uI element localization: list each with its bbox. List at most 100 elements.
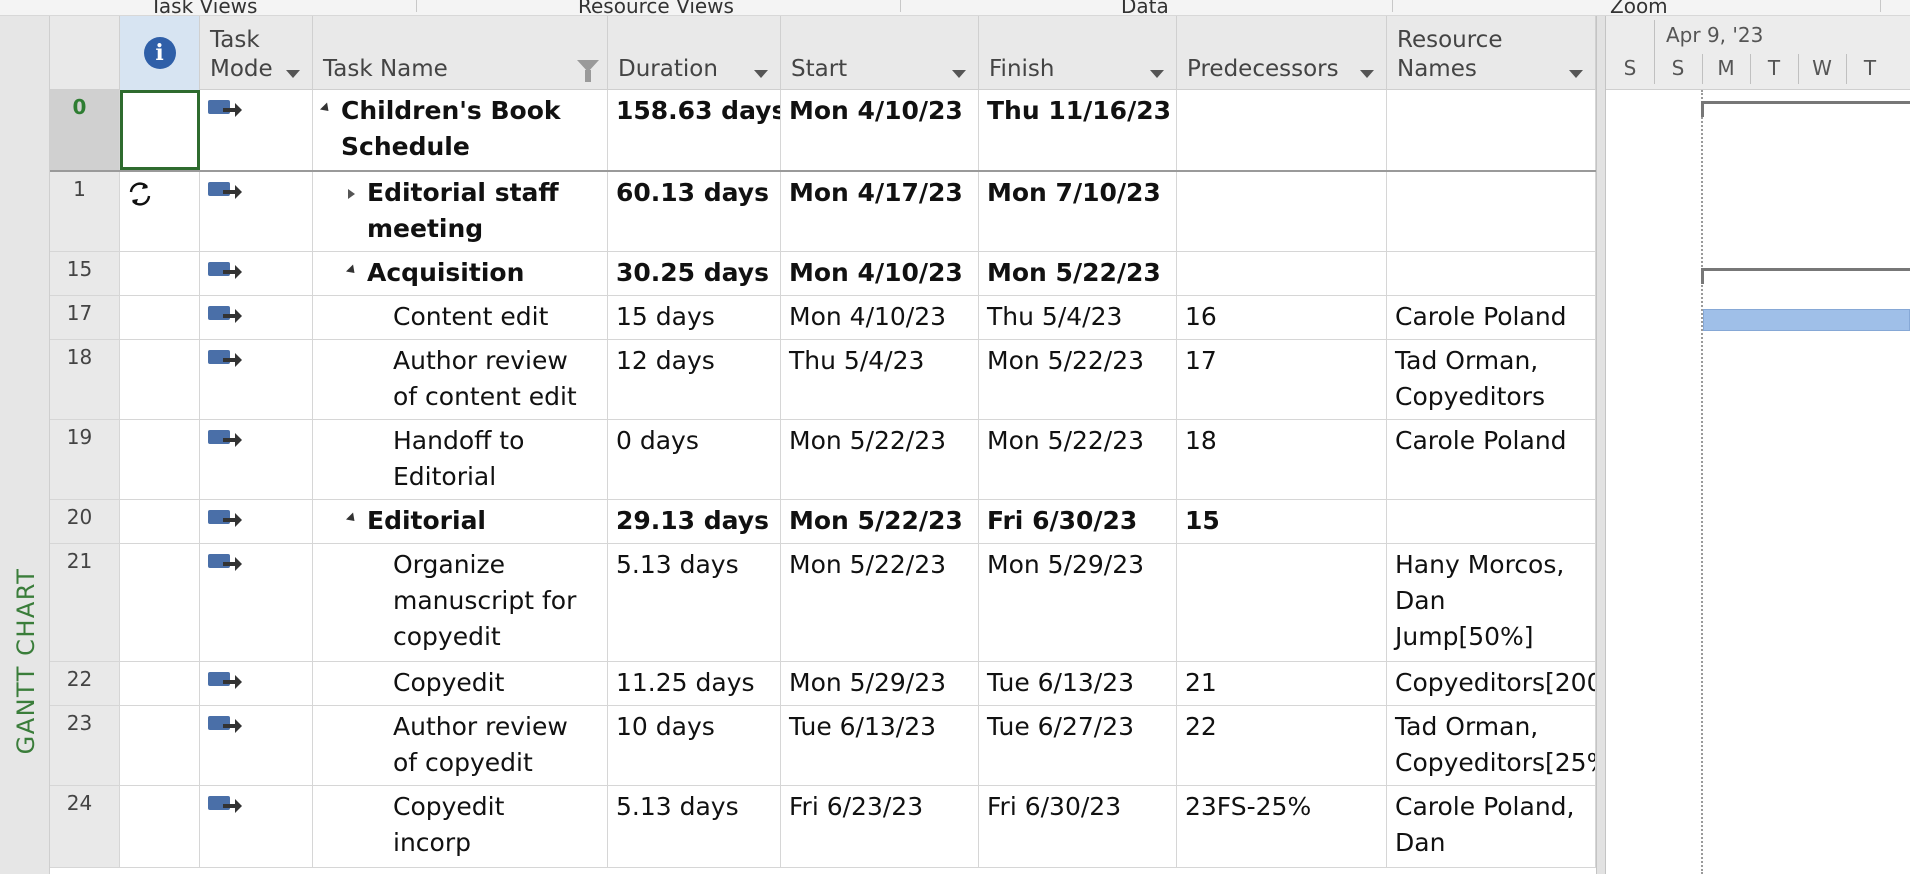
duration-cell[interactable]: 15 days	[608, 296, 781, 339]
predecessors-cell[interactable]: 18	[1177, 420, 1387, 499]
predecessors-cell[interactable]: 21	[1177, 662, 1387, 705]
finish-cell[interactable]: Mon 5/22/23	[979, 420, 1177, 499]
resource-names-cell[interactable]: Carole Poland	[1387, 296, 1596, 339]
predecessors-cell[interactable]	[1177, 90, 1387, 170]
duration-cell[interactable]: 158.63 days	[608, 90, 781, 170]
start-cell[interactable]: Mon 5/22/23	[781, 544, 979, 661]
expand-arrow-icon[interactable]	[347, 187, 357, 201]
start-cell[interactable]: Mon 4/10/23	[781, 252, 979, 295]
start-cell[interactable]: Mon 4/10/23	[781, 296, 979, 339]
dropdown-arrow-icon[interactable]	[1150, 70, 1164, 78]
column-header-task-name[interactable]: Task Name	[313, 16, 608, 90]
indicators-cell[interactable]	[120, 296, 200, 339]
predecessors-cell[interactable]	[1177, 252, 1387, 295]
resource-names-cell[interactable]: Tad Orman, Copyeditors[25%	[1387, 706, 1596, 785]
dropdown-arrow-icon[interactable]	[952, 70, 966, 78]
task-row[interactable]: 1 Editorial staff meeting 60.13 days Mon 4/…	[50, 172, 1596, 252]
row-id-cell[interactable]: 15	[50, 252, 120, 295]
start-cell[interactable]: Thu 5/4/23	[781, 340, 979, 419]
select-all-corner[interactable]	[50, 16, 120, 90]
column-header-duration[interactable]: Duration	[608, 16, 781, 90]
predecessors-cell[interactable]: 17	[1177, 340, 1387, 419]
dropdown-arrow-icon[interactable]	[286, 70, 300, 78]
column-header-predecessors[interactable]: Predecessors	[1177, 16, 1387, 90]
row-id-cell[interactable]: 24	[50, 786, 120, 867]
finish-cell[interactable]: Thu 5/4/23	[979, 296, 1177, 339]
start-cell[interactable]: Mon 5/29/23	[781, 662, 979, 705]
task-name-cell[interactable]: Editorial staff meeting	[313, 172, 608, 251]
start-cell[interactable]: Tue 6/13/23	[781, 706, 979, 785]
task-name-cell[interactable]: Content edit	[313, 296, 608, 339]
dropdown-arrow-icon[interactable]	[1360, 70, 1374, 78]
finish-cell[interactable]: Fri 6/30/23	[979, 786, 1177, 867]
finish-cell[interactable]: Fri 6/30/23	[979, 500, 1177, 543]
predecessors-cell[interactable]: 15	[1177, 500, 1387, 543]
task-row[interactable]: 15 Acquisition 30.25 days Mon 4/10/23 Mon 5/…	[50, 252, 1596, 296]
task-row[interactable]: 23 Author review of copyedit 10 days Tue 6/…	[50, 706, 1596, 786]
row-id-cell[interactable]: 22	[50, 662, 120, 705]
task-row[interactable]: 18 Author review of content edit 12 days Th…	[50, 340, 1596, 420]
start-cell[interactable]: Mon 4/17/23	[781, 172, 979, 251]
row-id-cell[interactable]: 23	[50, 706, 120, 785]
indicators-cell[interactable]	[120, 90, 200, 170]
start-cell[interactable]: Mon 5/22/23	[781, 420, 979, 499]
duration-cell[interactable]: 29.13 days	[608, 500, 781, 543]
resource-names-cell[interactable]: Hany Morcos, Dan Jump[50%]	[1387, 544, 1596, 661]
column-header-resource-names[interactable]: Resource Names	[1387, 16, 1596, 90]
predecessors-cell[interactable]	[1177, 544, 1387, 661]
task-row[interactable]: 17 Content edit 15 days Mon 4/10/23 Thu 5/4/…	[50, 296, 1596, 340]
duration-cell[interactable]: 5.13 days	[608, 786, 781, 867]
acquisition-summary-bar[interactable]	[1701, 268, 1910, 284]
task-row[interactable]: 24 Copyedit incorp 5.13 days Fri 6/23/23 Fri…	[50, 786, 1596, 868]
task-row[interactable]: 0 Children's Book Schedule 158.63 days Mon …	[50, 90, 1596, 172]
indicators-cell[interactable]	[120, 500, 200, 543]
project-summary-bar[interactable]	[1701, 101, 1910, 117]
row-id-cell[interactable]: 0	[50, 90, 120, 170]
task-row[interactable]: 20 Editorial 29.13 days Mon 5/22/23 Fri 6/30…	[50, 500, 1596, 544]
task-mode-cell[interactable]	[200, 706, 313, 785]
finish-cell[interactable]: Thu 11/16/23	[979, 90, 1177, 170]
finish-cell[interactable]: Tue 6/27/23	[979, 706, 1177, 785]
task-mode-cell[interactable]	[200, 662, 313, 705]
row-id-cell[interactable]: 1	[50, 172, 120, 251]
task-name-cell[interactable]: Organize manuscript for copyedit	[313, 544, 608, 661]
indicators-cell[interactable]	[120, 172, 200, 251]
duration-cell[interactable]: 11.25 days	[608, 662, 781, 705]
task-mode-cell[interactable]	[200, 786, 313, 867]
resource-names-cell[interactable]: Carole Poland, Dan Jump[50%]	[1387, 786, 1596, 867]
column-header-indicators[interactable]: i	[120, 16, 200, 90]
task-mode-cell[interactable]	[200, 544, 313, 661]
indicators-cell[interactable]	[120, 420, 200, 499]
task-name-cell[interactable]: Editorial	[313, 500, 608, 543]
task-row[interactable]: 22 Copyedit 11.25 days Mon 5/29/23 Tue 6/13/…	[50, 662, 1596, 706]
resource-names-cell[interactable]	[1387, 252, 1596, 295]
dropdown-arrow-icon[interactable]	[1569, 70, 1583, 78]
task-name-cell[interactable]: Copyedit	[313, 662, 608, 705]
indicators-cell[interactable]	[120, 544, 200, 661]
duration-cell[interactable]: 12 days	[608, 340, 781, 419]
row-id-cell[interactable]: 19	[50, 420, 120, 499]
predecessors-cell[interactable]	[1177, 172, 1387, 251]
task-name-cell[interactable]: Copyedit incorp	[313, 786, 608, 867]
filter-funnel-icon[interactable]	[577, 60, 599, 82]
row-id-cell[interactable]: 18	[50, 340, 120, 419]
finish-cell[interactable]: Mon 5/22/23	[979, 340, 1177, 419]
gantt-pane[interactable]: Apr 9, '23 S S M T W T	[1606, 16, 1910, 874]
finish-cell[interactable]: Mon 5/22/23	[979, 252, 1177, 295]
task-mode-cell[interactable]	[200, 252, 313, 295]
collapse-arrow-icon[interactable]	[345, 512, 359, 525]
duration-cell[interactable]: 60.13 days	[608, 172, 781, 251]
dropdown-arrow-icon[interactable]	[754, 70, 768, 78]
duration-cell[interactable]: 30.25 days	[608, 252, 781, 295]
collapse-arrow-icon[interactable]	[345, 264, 359, 277]
indicators-cell[interactable]	[120, 340, 200, 419]
split-divider[interactable]	[1596, 16, 1606, 874]
finish-cell[interactable]: Mon 5/29/23	[979, 544, 1177, 661]
indicators-cell[interactable]	[120, 662, 200, 705]
finish-cell[interactable]: Mon 7/10/23	[979, 172, 1177, 251]
content-edit-task-bar[interactable]	[1703, 309, 1910, 331]
resource-names-cell[interactable]: Copyeditors[200	[1387, 662, 1596, 705]
row-id-cell[interactable]: 17	[50, 296, 120, 339]
start-cell[interactable]: Fri 6/23/23	[781, 786, 979, 867]
task-name-cell[interactable]: Author review of copyedit	[313, 706, 608, 785]
